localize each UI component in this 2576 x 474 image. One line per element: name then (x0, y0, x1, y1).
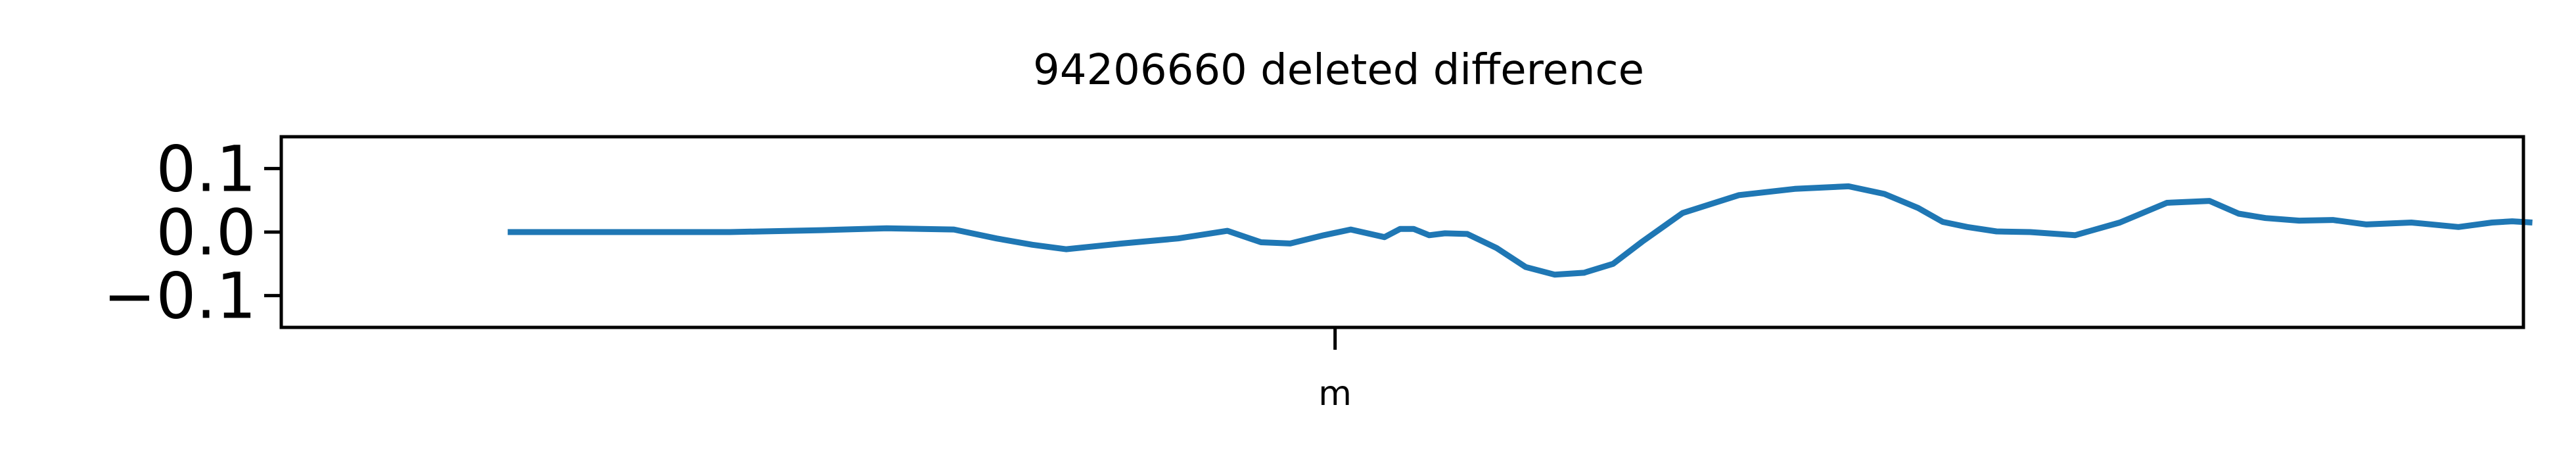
chart-title: 94206660 deleted difference (1033, 46, 1644, 95)
y-tick-label: 0.0 (156, 196, 256, 270)
x-tick-label: m (1318, 374, 1352, 414)
y-tick-label: −0.1 (103, 260, 256, 333)
series-line (507, 183, 2533, 278)
plot-area (507, 183, 2533, 278)
y-tick-label: 0.1 (156, 132, 256, 206)
